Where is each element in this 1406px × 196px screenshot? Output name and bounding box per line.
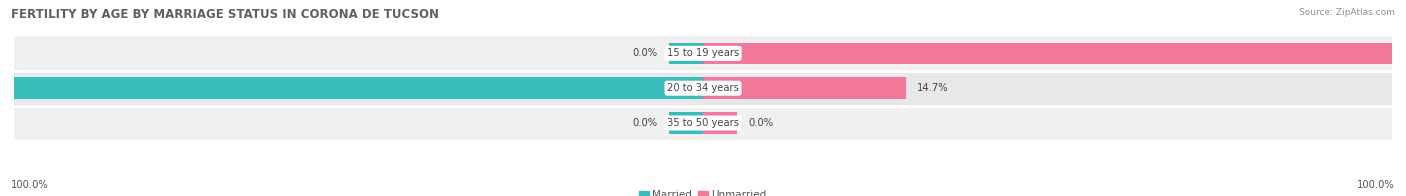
Bar [669,43,703,64]
Text: Source: ZipAtlas.com: Source: ZipAtlas.com [1299,8,1395,17]
Bar [703,43,1406,64]
Bar [0,77,703,99]
Text: 14.7%: 14.7% [917,83,948,93]
Legend: Married, Unmarried: Married, Unmarried [638,190,768,196]
Bar [14,106,1392,140]
Bar [14,71,1392,106]
Text: FERTILITY BY AGE BY MARRIAGE STATUS IN CORONA DE TUCSON: FERTILITY BY AGE BY MARRIAGE STATUS IN C… [11,8,439,21]
Text: 0.0%: 0.0% [633,48,658,58]
Text: 15 to 19 years: 15 to 19 years [666,48,740,58]
Text: 0.0%: 0.0% [748,118,773,128]
Bar [703,77,905,99]
Bar [703,112,738,134]
Bar [14,36,1392,71]
Text: 35 to 50 years: 35 to 50 years [666,118,740,128]
Text: 20 to 34 years: 20 to 34 years [666,83,740,93]
Text: 100.0%: 100.0% [11,180,49,190]
Bar [669,112,703,134]
Text: 100.0%: 100.0% [1357,180,1395,190]
Text: 0.0%: 0.0% [633,118,658,128]
